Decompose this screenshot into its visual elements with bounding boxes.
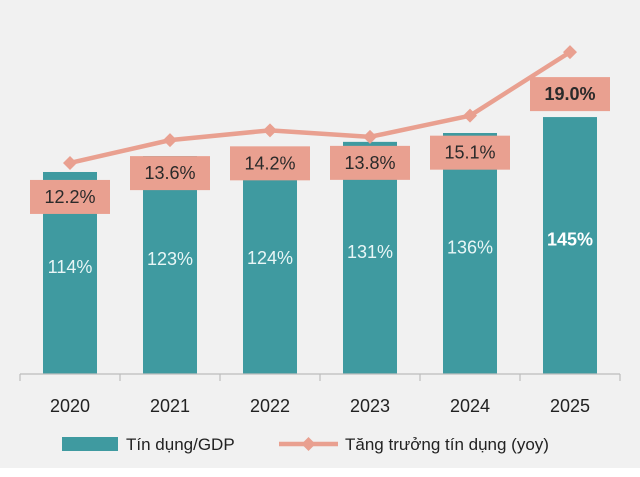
line-marker-2021 bbox=[163, 133, 177, 148]
bar-2023 bbox=[343, 141, 397, 374]
bar-2022 bbox=[243, 154, 297, 374]
legend-label-line: Tăng trưởng tín dụng (yoy) bbox=[345, 435, 549, 454]
line-marker-2022 bbox=[263, 123, 277, 138]
line-label-box-2020 bbox=[30, 179, 110, 214]
line-label-box-2023 bbox=[330, 145, 410, 180]
line-marker-2024 bbox=[463, 108, 477, 123]
line-marker-2023 bbox=[363, 129, 377, 144]
legend-swatch-marker bbox=[301, 437, 316, 451]
line-marker-2020 bbox=[63, 155, 77, 170]
line-label-2020: 12.2% bbox=[44, 187, 95, 207]
line-label-2025: 19.0% bbox=[544, 84, 595, 104]
bar-label-2020: 114% bbox=[48, 257, 93, 277]
line-marker-2025 bbox=[563, 45, 577, 60]
bar-2021 bbox=[143, 156, 197, 374]
bar-2025 bbox=[543, 117, 597, 374]
x-tick-label-2020: 2020 bbox=[50, 396, 90, 416]
bar-2024 bbox=[443, 133, 497, 374]
line-label-2022: 14.2% bbox=[244, 153, 295, 173]
x-tick-label-2022: 2022 bbox=[250, 396, 290, 416]
line-label-box-2025 bbox=[530, 77, 610, 112]
line-label-box-2022 bbox=[230, 146, 310, 181]
line-label-2024: 15.1% bbox=[444, 143, 495, 163]
bar-label-2022: 124% bbox=[247, 248, 293, 268]
x-tick-label-2024: 2024 bbox=[450, 396, 490, 416]
bar-label-2023: 131% bbox=[347, 242, 393, 262]
line-label-2021: 13.6% bbox=[144, 163, 195, 183]
line-label-2023: 13.8% bbox=[344, 153, 395, 173]
x-tick-label-2025: 2025 bbox=[550, 396, 590, 416]
credit-growth-line bbox=[67, 49, 573, 166]
bar-label-2025: 145% bbox=[547, 230, 593, 250]
line-label-box-2021 bbox=[130, 156, 210, 191]
legend-swatch-bar bbox=[62, 437, 118, 451]
bar-label-2024: 136% bbox=[447, 238, 493, 258]
x-tick-label-2021: 2021 bbox=[150, 396, 190, 416]
x-tick-label-2023: 2023 bbox=[350, 396, 390, 416]
line-label-box-2024 bbox=[430, 135, 510, 170]
bar-label-2021: 123% bbox=[147, 249, 193, 269]
legend-label-bar: Tín dụng/GDP bbox=[126, 435, 235, 454]
